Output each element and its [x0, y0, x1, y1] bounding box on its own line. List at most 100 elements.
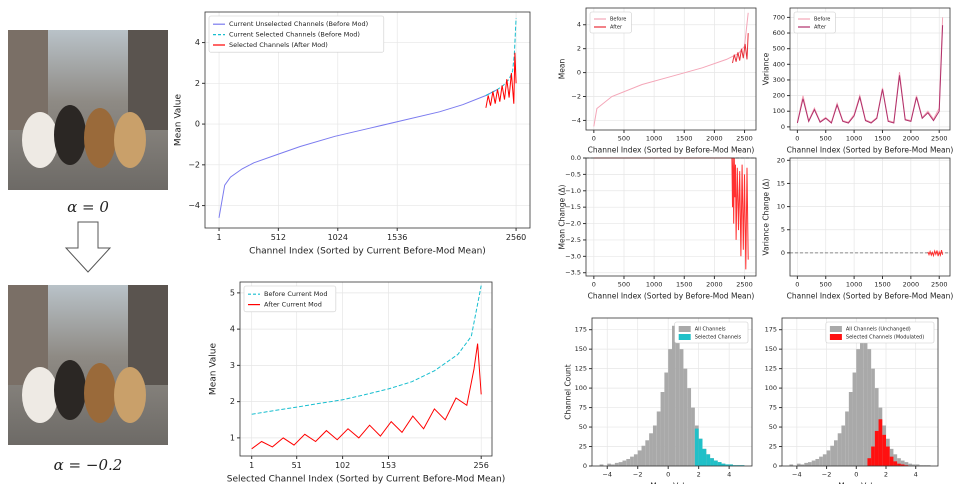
series-line [732, 33, 749, 64]
legend-label: Selected Channels [695, 335, 742, 341]
y-axis-label: Mean [557, 59, 566, 80]
x-tick-label: 2000 [706, 135, 723, 143]
histogram-bar [706, 454, 711, 466]
y-tick-label: 1 [230, 433, 235, 442]
y-tick-label: 4 [230, 325, 235, 334]
x-tick-label: 1500 [676, 135, 693, 143]
x-axis-label: Channel Index (Sorted by Before-Mod Mean… [787, 145, 954, 154]
histogram-bar [626, 458, 631, 466]
y-tick-label: 4 [195, 38, 200, 47]
alpha-label: α = 0 [67, 198, 109, 216]
histogram-bar [652, 425, 657, 466]
y-tick-label: −2 [571, 93, 581, 101]
x-axis-label: Mean Value [838, 481, 882, 484]
x-tick-label: 1500 [676, 281, 693, 289]
series-line [218, 88, 498, 218]
plot-frame [781, 317, 939, 467]
x-tick-label: 1500 [874, 135, 891, 143]
series-line [251, 343, 482, 450]
plot-frame [585, 157, 757, 277]
histogram-bar [834, 440, 838, 466]
y-tick-label: 5 [230, 288, 235, 297]
y-axis-label: Mean Change (Δ) [557, 184, 566, 249]
x-tick-label: 500 [820, 135, 832, 143]
histogram-bar [908, 463, 912, 466]
x-tick-label: −2 [822, 471, 832, 479]
y-tick-label: 75 [579, 404, 587, 412]
histogram-bar [900, 460, 905, 466]
y-tick-label: 25 [579, 443, 587, 451]
x-tick-label: 1500 [874, 281, 891, 289]
x-tick-label: 500 [618, 281, 630, 289]
y-tick-label: 10 [777, 203, 785, 211]
x-tick-label: 2560 [506, 233, 526, 242]
histogram-bar [694, 428, 699, 466]
series-line [796, 25, 944, 124]
y-tick-label: 0.0 [571, 154, 581, 162]
histogram-bar [599, 464, 604, 466]
y-tick-label: −3.5 [565, 269, 581, 277]
histogram-bar [725, 464, 730, 466]
x-tick-label: 2500 [931, 281, 948, 289]
x-tick-label: 1000 [646, 135, 663, 143]
legend-swatch [829, 326, 842, 332]
histogram-bar [796, 463, 801, 466]
histogram-bar [912, 464, 916, 466]
x-tick-label: −4 [792, 471, 802, 479]
x-axis-label: Selected Channel Index (Sorted by Curren… [227, 475, 506, 484]
legend-label: All Channels [695, 327, 726, 333]
histogram-bar [874, 388, 879, 466]
y-tick-label: 0 [773, 462, 777, 470]
histogram-bar [848, 392, 853, 466]
histogram-bar [729, 464, 733, 466]
x-tick-label: 4 [914, 471, 918, 479]
x-tick-label: 2500 [931, 135, 948, 143]
y-tick-label: 2 [195, 79, 200, 88]
y-tick-label: −4 [571, 116, 581, 124]
x-tick-label: 2 [884, 471, 888, 479]
y-tick-label: −3.0 [565, 252, 581, 260]
arrow [64, 221, 112, 273]
y-axis-label: Variance Change (Δ) [761, 178, 770, 255]
histogram-bar [871, 446, 875, 466]
x-tick-label: 1000 [846, 281, 863, 289]
histogram-bar [660, 392, 665, 466]
histogram-bar [668, 349, 672, 466]
x-axis-label: Channel Index (Sorted by Before-Mod Mean… [588, 291, 755, 300]
y-tick-label: 2 [577, 45, 581, 53]
histogram-bar [904, 462, 909, 466]
y-tick-label: −0.5 [565, 170, 581, 178]
legend-box [825, 321, 935, 344]
histogram-bar [819, 456, 823, 466]
histogram-bar [675, 333, 680, 466]
x-axis-label: Channel Index (Sorted by Before-Mod Mean… [787, 291, 954, 300]
x-tick-label: 51 [292, 461, 302, 470]
y-axis-label: Variance [761, 52, 770, 85]
y-tick-label: 500 [773, 45, 785, 53]
x-tick-label: 2000 [706, 281, 723, 289]
y-tick-label: 75 [769, 404, 777, 412]
x-tick-label: 0 [795, 281, 799, 289]
histogram-bar [856, 349, 860, 466]
x-tick-label: 256 [474, 461, 489, 470]
x-axis-label: Mean Value [650, 481, 694, 484]
x-tick-label: 2000 [903, 281, 920, 289]
histogram-bar [710, 458, 714, 466]
histogram-bar [841, 425, 846, 466]
y-tick-label: 150 [765, 345, 777, 353]
x-tick-label: −2 [633, 471, 643, 479]
y-tick-label: 100 [575, 384, 587, 392]
x-axis-label: Channel Index (Sorted by Current Before-… [249, 247, 486, 257]
y-tick-label: 100 [773, 107, 785, 115]
x-tick-label: 0 [854, 471, 858, 479]
y-tick-label: 150 [575, 345, 587, 353]
histogram-bar [845, 411, 849, 466]
legend-label: All Channels (Unchanged) [846, 327, 911, 333]
plot-frame [204, 11, 531, 229]
histogram-bar [815, 458, 820, 466]
y-tick-label: 25 [769, 443, 777, 451]
y-tick-label: 0 [781, 249, 785, 257]
legend-label: After [814, 25, 827, 31]
x-tick-label: 1000 [646, 281, 663, 289]
